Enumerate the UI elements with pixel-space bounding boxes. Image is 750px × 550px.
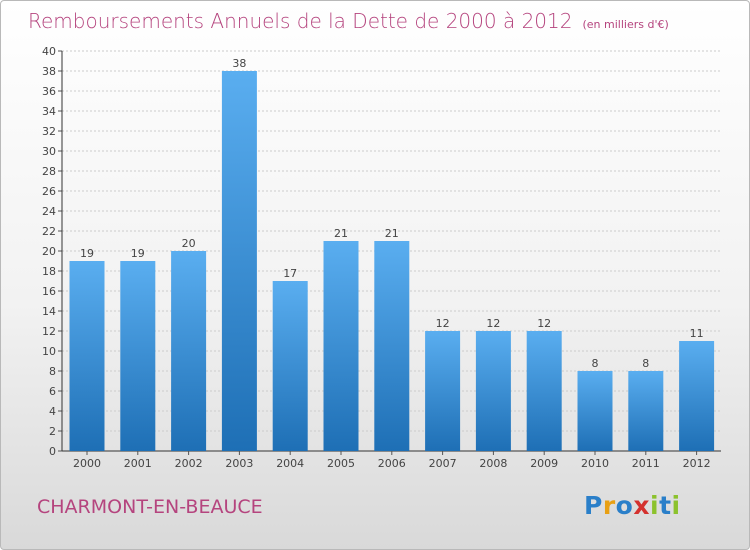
bar-value-label: 21 (385, 227, 399, 240)
place-name: CHARMONT-EN-BEAUCE (37, 496, 263, 518)
y-tick-label: 14 (42, 305, 56, 318)
chart-title-wrap: Remboursements Annuels de la Dette de 20… (28, 9, 669, 33)
logo-letter: o (615, 491, 634, 520)
bar-value-label: 11 (690, 327, 704, 340)
logo-letter: t (659, 491, 672, 520)
bar-value-label: 17 (283, 267, 297, 280)
y-tick-label: 34 (42, 105, 56, 118)
y-tick-label: 10 (42, 345, 56, 358)
bar-value-label: 12 (486, 317, 500, 330)
bars (69, 71, 715, 451)
y-tick-label: 6 (49, 385, 56, 398)
bar-value-label: 8 (592, 357, 599, 370)
bar (221, 71, 257, 451)
y-tick-label: 26 (42, 185, 56, 198)
bar (628, 371, 664, 451)
bar-value-label: 20 (182, 237, 196, 250)
x-tick-label: 2011 (632, 457, 660, 470)
bar (577, 371, 613, 451)
y-tick-label: 0 (49, 445, 56, 458)
bar (425, 331, 461, 451)
y-tick-label: 32 (42, 125, 56, 138)
y-tick-label: 38 (42, 65, 56, 78)
x-tick-labels: 2000 2001 2002 2003 2004 2005 2006 2007 2008 2009… (73, 451, 711, 470)
bar (272, 281, 308, 451)
y-tick-label: 16 (42, 285, 56, 298)
logo-letter: r (602, 491, 616, 520)
bar-value-label: 12 (436, 317, 450, 330)
chart-title: Remboursements Annuels de la Dette de 20… (28, 9, 573, 33)
y-tick-label: 36 (42, 85, 56, 98)
bar (475, 331, 511, 451)
x-tick-label: 2005 (327, 457, 355, 470)
y-tick-label: 28 (42, 165, 56, 178)
bar-value-label: 8 (642, 357, 649, 370)
x-tick-label: 2008 (479, 457, 507, 470)
y-tick-label: 20 (42, 245, 56, 258)
bar (374, 241, 410, 451)
x-tick-label: 2012 (683, 457, 711, 470)
bar-value-label: 38 (232, 57, 246, 70)
x-tick-label: 2007 (429, 457, 457, 470)
logo-letter: x (633, 491, 650, 520)
x-tick-label: 2003 (225, 457, 253, 470)
logo-letter: P (584, 491, 603, 520)
y-tick-label: 4 (49, 405, 56, 418)
bar-value-labels: 19 19 20 38 17 21 21 12 12 12 8 8 11 (80, 57, 704, 370)
bar-value-label: 19 (80, 247, 94, 260)
logo-letter: i (650, 491, 660, 520)
y-tick-label: 18 (42, 265, 56, 278)
x-tick-label: 2009 (530, 457, 558, 470)
logo-letter: i (671, 491, 681, 520)
y-tick-label: 8 (49, 365, 56, 378)
x-tick-label: 2001 (124, 457, 152, 470)
y-tick-label: 2 (49, 425, 56, 438)
bar-value-label: 21 (334, 227, 348, 240)
bar (171, 251, 207, 451)
x-tick-label: 2006 (378, 457, 406, 470)
proxiti-logo: Proxiti (584, 491, 681, 520)
x-tick-label: 2002 (175, 457, 203, 470)
y-tick-label: 40 (42, 45, 56, 58)
chart-subtitle: (en milliers d'€) (582, 18, 669, 31)
bar (526, 331, 562, 451)
x-tick-label: 2010 (581, 457, 609, 470)
y-tick-label: 30 (42, 145, 56, 158)
bar-value-label: 12 (537, 317, 551, 330)
y-tick-label: 12 (42, 325, 56, 338)
y-tick-label: 22 (42, 225, 56, 238)
bar (323, 241, 359, 451)
bar (69, 261, 105, 451)
y-tick-label: 24 (42, 205, 56, 218)
bar (679, 341, 715, 451)
x-tick-label: 2004 (276, 457, 304, 470)
bar (120, 261, 156, 451)
x-tick-label: 2000 (73, 457, 101, 470)
bar-value-label: 19 (131, 247, 145, 260)
